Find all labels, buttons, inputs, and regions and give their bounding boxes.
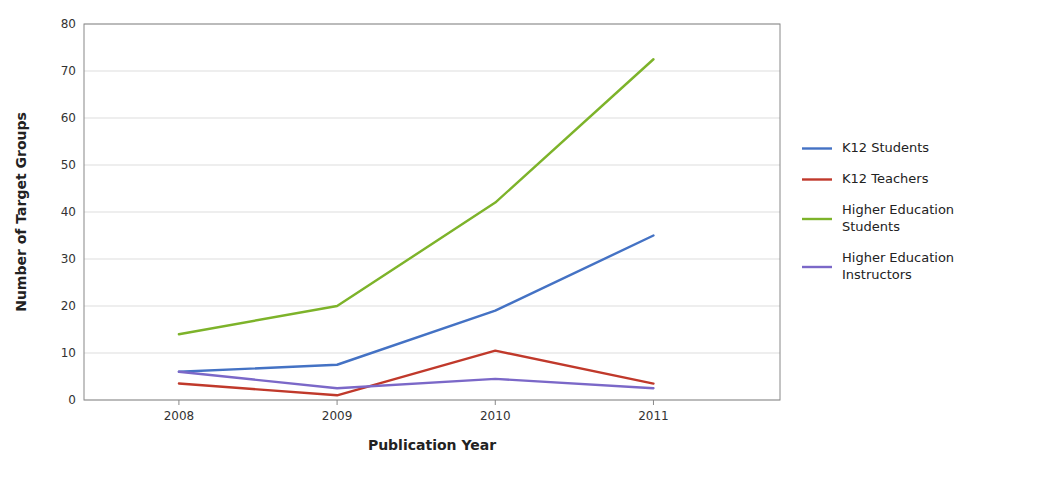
series-line (179, 236, 654, 372)
legend-swatch (802, 147, 832, 149)
x-tick (178, 400, 179, 405)
grid-line (84, 165, 780, 166)
y-tick-label: 70 (61, 64, 76, 78)
x-tick (653, 400, 654, 405)
legend-swatch (802, 218, 832, 220)
y-tick-label: 0 (68, 393, 76, 407)
legend-label: K12 Teachers (842, 171, 929, 186)
x-axis-label: Publication Year (368, 437, 496, 453)
y-tick-label: 80 (61, 17, 76, 31)
legend-label: K12 Students (842, 140, 929, 155)
chart: 0 10 20 30 40 50 60 70 80 2008 2009 2010 2011 Publica… (0, 0, 1058, 482)
x-tick-label: 2010 (480, 409, 511, 423)
y-tick-label: 30 (61, 252, 76, 266)
legend-label: Higher EducationInstructors (842, 250, 954, 282)
grid-line (84, 306, 780, 307)
grid-line (84, 118, 780, 119)
series-line (179, 372, 654, 388)
series-line (179, 59, 654, 334)
legend-swatch (802, 178, 832, 180)
y-tick-label: 10 (61, 346, 76, 360)
y-axis-label: Number of Target Groups (13, 112, 29, 312)
x-tick (495, 400, 496, 405)
y-tick-label: 40 (61, 205, 76, 219)
y-tick-label: 50 (61, 158, 76, 172)
x-tick (337, 400, 338, 405)
grid (84, 24, 780, 400)
x-tick-label: 2011 (638, 409, 669, 423)
grid-line (84, 71, 780, 72)
x-tick-label: 2008 (164, 409, 195, 423)
grid-line (84, 259, 780, 260)
series-line (179, 351, 654, 396)
legend-label: Higher EducationStudents (842, 202, 954, 234)
legend: K12 Students K12 Teachers Higher Education… (802, 140, 954, 282)
chart-container: 0 10 20 30 40 50 60 70 80 2008 2009 2010 2011 Publica… (0, 0, 1058, 482)
plot-frame (84, 24, 780, 400)
grid-line (84, 212, 780, 213)
y-tick-label: 60 (61, 111, 76, 125)
grid-line (84, 353, 780, 354)
legend-swatch (802, 266, 832, 268)
x-tick-label: 2009 (322, 409, 353, 423)
y-tick-label: 20 (61, 299, 76, 313)
lines (179, 59, 654, 395)
